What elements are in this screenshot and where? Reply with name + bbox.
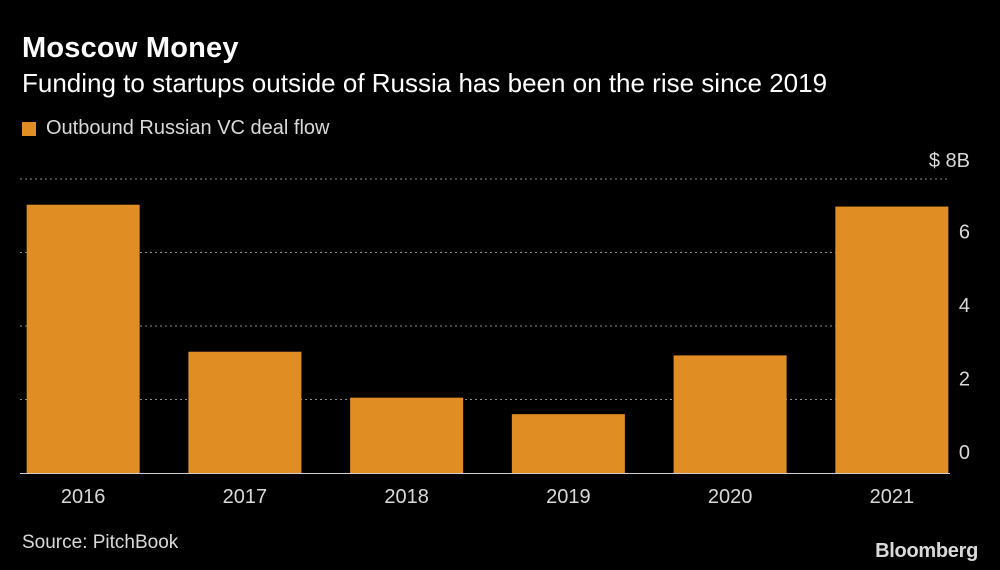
chart-subtitle: Funding to startups outside of Russia ha… [22, 68, 828, 98]
x-tick-label: 2016 [61, 486, 106, 508]
y-tick-label: $ 8B [929, 150, 970, 172]
x-tick-label: 2020 [708, 486, 753, 508]
y-tick-label: 2 [959, 369, 970, 391]
y-tick-label: 6 [959, 222, 970, 244]
legend-label: Outbound Russian VC deal flow [46, 117, 330, 139]
x-tick-label: 2018 [384, 486, 429, 508]
chart-title: Moscow Money [22, 32, 239, 64]
legend: Outbound Russian VC deal flow [22, 117, 330, 140]
source-note: Source: PitchBook [22, 532, 179, 553]
bloomberg-logo: Bloomberg [875, 540, 978, 562]
bar [835, 206, 949, 473]
y-tick-label: 4 [959, 295, 970, 317]
bar [511, 414, 625, 473]
bar [350, 397, 464, 473]
legend-swatch [22, 121, 36, 136]
bar [188, 351, 302, 473]
x-tick-label: 2019 [546, 486, 591, 508]
x-tick-label: 2021 [870, 486, 915, 508]
bar [673, 355, 787, 473]
y-tick-label: 0 [959, 442, 970, 464]
bar [26, 204, 140, 473]
x-tick-label: 2017 [223, 486, 268, 508]
